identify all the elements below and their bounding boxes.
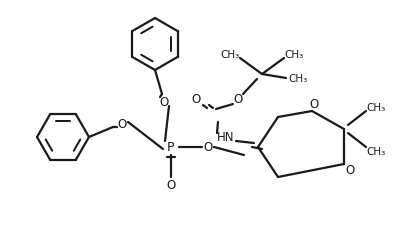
Text: O: O bbox=[166, 179, 176, 192]
Text: O: O bbox=[191, 93, 201, 106]
Text: CH₃: CH₃ bbox=[288, 74, 308, 84]
Text: CH₃: CH₃ bbox=[366, 146, 386, 156]
Text: HN: HN bbox=[217, 131, 235, 144]
Text: O: O bbox=[309, 98, 319, 111]
Text: CH₃: CH₃ bbox=[220, 50, 240, 60]
Text: O: O bbox=[203, 141, 213, 154]
Text: O: O bbox=[159, 96, 169, 109]
Text: P: P bbox=[167, 141, 175, 154]
Text: O: O bbox=[117, 118, 127, 131]
Text: O: O bbox=[233, 93, 243, 106]
Text: O: O bbox=[345, 164, 355, 177]
Text: CH₃: CH₃ bbox=[284, 50, 304, 60]
Text: CH₃: CH₃ bbox=[366, 103, 386, 112]
